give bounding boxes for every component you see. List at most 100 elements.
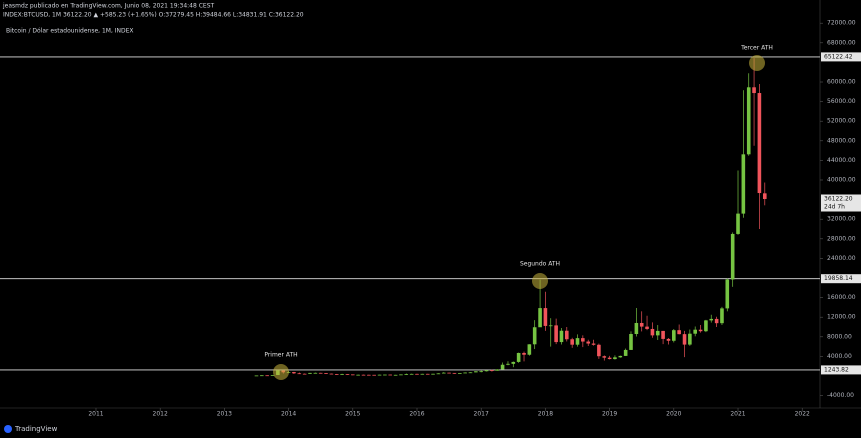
candle-body — [484, 370, 489, 372]
candle-body — [655, 330, 660, 336]
candle-body — [431, 373, 435, 375]
candle-body — [260, 375, 264, 377]
x-tick-label: 2020 — [666, 411, 681, 418]
candle-body — [559, 330, 564, 343]
candle-body — [570, 339, 574, 345]
brand-logo: TradingView — [4, 425, 58, 433]
candle-body — [511, 361, 516, 364]
candle-body — [714, 318, 719, 324]
candle-body — [302, 373, 307, 375]
candle-body — [586, 341, 591, 344]
x-tick-label: 2018 — [538, 411, 553, 418]
x-tick-label: 2021 — [730, 411, 745, 418]
candle-body — [270, 374, 275, 376]
candle-body — [297, 373, 302, 375]
candle-body — [538, 308, 542, 328]
candle-body — [607, 357, 612, 360]
candle-body — [746, 87, 751, 155]
candle-body — [479, 371, 484, 373]
candle-body — [709, 318, 714, 321]
candle-body — [581, 338, 585, 342]
candle-body — [399, 374, 403, 376]
candle-body — [693, 329, 697, 334]
candle-body — [393, 374, 398, 376]
price-label-box — [821, 194, 861, 212]
y-tick-label: 60000.00 — [827, 79, 856, 86]
candle-body — [672, 330, 676, 341]
candle-body — [741, 154, 746, 214]
y-tick-label: 24000.00 — [827, 255, 856, 262]
x-tick-label: 2016 — [409, 411, 424, 418]
candle-body — [575, 338, 580, 345]
candle-body — [447, 372, 451, 374]
candle-body — [698, 329, 703, 332]
symbol-line: INDEX:BTCUSD, 1M 36122.20 ▲ +585.23 (+1.… — [3, 12, 304, 19]
candle-body — [645, 326, 649, 329]
candle-body — [591, 343, 596, 345]
candle-body — [452, 372, 457, 374]
chart-title: Bitcoin / Dólar estadounidense, 1M, INDE… — [6, 28, 134, 35]
candle-body — [490, 370, 494, 371]
candle-body — [383, 374, 387, 376]
candle-body — [543, 308, 548, 326]
candle-body — [548, 325, 553, 327]
y-tick-label: 68000.00 — [827, 39, 856, 46]
candle-body — [356, 374, 360, 376]
candle-body — [639, 322, 644, 327]
annotation: Primer ATH — [264, 352, 297, 359]
y-tick-label: 44000.00 — [827, 157, 856, 164]
candle-body — [308, 372, 312, 374]
hline-label-box — [821, 274, 861, 284]
candle-body — [602, 356, 607, 358]
candle-body — [463, 372, 467, 374]
candle-body — [340, 374, 344, 375]
brand-text: TradingView — [14, 425, 58, 433]
candle-body — [474, 371, 478, 373]
candle-body — [554, 325, 558, 343]
candle-body — [720, 308, 724, 324]
highlight-circle — [273, 364, 289, 380]
candle-body — [441, 372, 446, 374]
candle-body — [313, 372, 318, 374]
hline-label-box — [821, 365, 861, 375]
candle-body — [420, 373, 425, 375]
price-label: 36122.20 — [824, 196, 853, 203]
candle-body — [500, 364, 505, 370]
candle-body — [468, 372, 473, 374]
candle-body — [532, 327, 537, 345]
candle-body — [629, 334, 633, 350]
candle-body — [650, 328, 655, 336]
candle-body — [736, 213, 740, 234]
candle-body — [458, 373, 462, 374]
candle-body — [334, 374, 339, 375]
x-tick-label: 2017 — [474, 411, 489, 418]
candle-body — [677, 330, 681, 335]
candle-body — [757, 93, 762, 194]
x-tick-label: 2011 — [88, 411, 103, 418]
candle-body — [415, 373, 419, 375]
candle-body — [350, 374, 355, 376]
y-tick-label: 52000.00 — [827, 118, 856, 125]
candle-body — [324, 373, 328, 374]
candle-body — [682, 334, 687, 345]
candle-body — [367, 374, 371, 376]
y-tick-label: 56000.00 — [827, 98, 856, 105]
y-tick-label: 72000.00 — [827, 20, 856, 27]
candle-body — [623, 349, 628, 356]
candle-body — [345, 374, 350, 375]
logo-icon — [4, 425, 12, 433]
x-tick-label: 2015 — [345, 411, 360, 418]
candle-body — [372, 374, 376, 376]
candle-body — [666, 338, 671, 341]
candle-body — [318, 372, 323, 374]
highlight-circle — [532, 273, 548, 289]
candle-body — [506, 363, 510, 365]
hline-label: 19858.14 — [824, 275, 853, 282]
candle-body — [618, 355, 623, 358]
candle-body — [661, 330, 665, 339]
candle-body — [436, 373, 441, 375]
highlight-circle — [749, 55, 765, 71]
y-tick-label: 32000.00 — [827, 216, 856, 223]
